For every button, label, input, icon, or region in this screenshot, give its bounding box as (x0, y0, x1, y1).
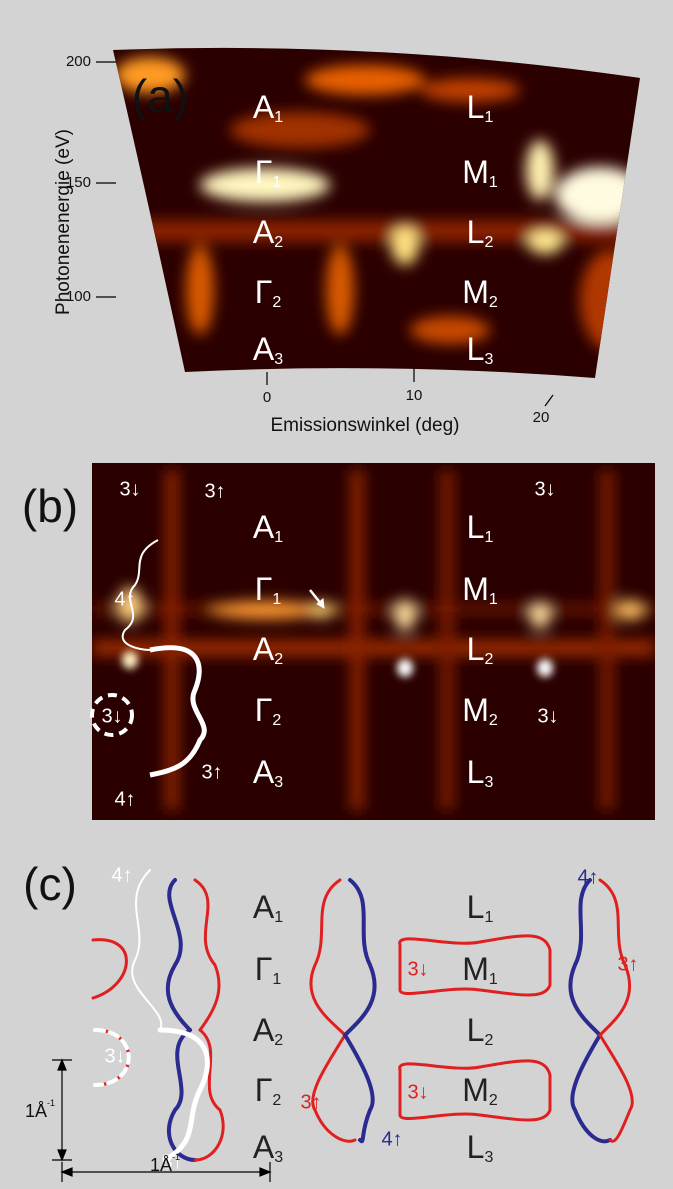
annotation: 4↑ (114, 588, 135, 610)
symmetry-point-base: L (467, 331, 485, 367)
annotation: 3↓ (104, 1045, 125, 1067)
symmetry-point-sub: 2 (272, 712, 281, 729)
symmetry-point-base: A (253, 754, 275, 790)
symmetry-point-base: M (462, 571, 489, 607)
symmetry-point-base: A (253, 509, 275, 545)
panel-label: (b) (22, 480, 78, 532)
annotation: 3↑ (617, 953, 638, 975)
symmetry-point-base: Γ (255, 571, 273, 607)
symmetry-point-sub: 3 (484, 351, 493, 368)
symmetry-point-base: A (253, 89, 275, 125)
annotation: 4↑ (111, 864, 132, 886)
annotation: 4↑ (114, 788, 135, 810)
symmetry-point-base: M (462, 692, 489, 728)
symmetry-point-sub: 3 (274, 351, 283, 368)
symmetry-point-sub: 1 (274, 909, 283, 926)
scale-bar-label-base: 1Å (150, 1155, 172, 1175)
symmetry-point-base: L (467, 631, 485, 667)
symmetry-point-base: M (462, 154, 489, 190)
symmetry-point-base: A (253, 889, 275, 925)
annotation: 3↓ (534, 478, 555, 500)
panel-label: (a) (132, 70, 188, 122)
symmetry-point-base: A (253, 631, 275, 667)
symmetry-point-base: Γ (255, 692, 273, 728)
annotation: 4↑ (577, 866, 598, 888)
symmetry-point-sub: 1 (272, 971, 281, 988)
symmetry-point-sub: 2 (489, 712, 498, 729)
annotation: 3↓ (101, 705, 122, 727)
symmetry-point-sub: 1 (274, 109, 283, 126)
symmetry-point-base: A (253, 1012, 275, 1048)
symmetry-point-base: M (462, 951, 489, 987)
symmetry-point-sub: 3 (274, 1149, 283, 1166)
symmetry-point-base: L (467, 889, 485, 925)
symmetry-point-base: A (253, 331, 275, 367)
annotation: 4↑ (381, 1128, 402, 1150)
symmetry-point-sub: 1 (484, 109, 493, 126)
symmetry-point-sub: 2 (484, 651, 493, 668)
symmetry-point-base: L (467, 1129, 485, 1165)
symmetry-point-sub: 1 (489, 174, 498, 191)
symmetry-point-sub: 2 (489, 1092, 498, 1109)
symmetry-point-sub: 2 (272, 1092, 281, 1109)
x-tick-label: 10 (406, 387, 423, 404)
annotation: 3↑ (201, 761, 222, 783)
symmetry-point-base: Γ (255, 1072, 273, 1108)
symmetry-point-sub: 3 (484, 1149, 493, 1166)
symmetry-point-sub: 1 (484, 529, 493, 546)
panel-label: (c) (23, 858, 77, 910)
y-tick-label: 200 (66, 53, 91, 70)
scale-bar-label-base: 1Å (25, 1101, 47, 1121)
symmetry-point-sub: 1 (274, 529, 283, 546)
x-tick-label: 0 (263, 389, 271, 406)
symmetry-point-base: L (467, 214, 485, 250)
symmetry-point-base: L (467, 1012, 485, 1048)
symmetry-point-base: Γ (255, 274, 273, 310)
annotation: 3↓ (407, 958, 428, 980)
annotation: 3↓ (407, 1081, 428, 1103)
symmetry-point-sub: 2 (489, 294, 498, 311)
symmetry-point-base: Γ (255, 154, 273, 190)
figure: (a)(b)(c)A1L1Γ1M1A2L2Γ2M2A3L3A1L1Γ1M1A2L… (0, 0, 673, 1189)
symmetry-point-base: L (467, 509, 485, 545)
scale-bar-label-sup: -1 (172, 1152, 180, 1162)
symmetry-point-sub: 2 (274, 1032, 283, 1049)
symmetry-point-sub: 3 (274, 774, 283, 791)
annotation: 3↓ (119, 478, 140, 500)
symmetry-point-sub: 2 (274, 234, 283, 251)
symmetry-point-sub: 2 (484, 1032, 493, 1049)
symmetry-point-base: L (467, 89, 485, 125)
symmetry-point-sub: 2 (484, 234, 493, 251)
annotation: 3↑ (204, 480, 225, 502)
symmetry-point-sub: 1 (272, 591, 281, 608)
symmetry-point-sub: 1 (489, 591, 498, 608)
symmetry-point-base: M (462, 274, 489, 310)
symmetry-point-sub: 2 (274, 651, 283, 668)
annotation: 3↑ (300, 1091, 321, 1113)
symmetry-point-sub: 1 (489, 971, 498, 988)
symmetry-point-base: M (462, 1072, 489, 1108)
scale-bar-label-sup: -1 (47, 1098, 55, 1108)
annotation: 3↓ (537, 705, 558, 727)
symmetry-point-sub: 3 (484, 774, 493, 791)
symmetry-point-base: L (467, 754, 485, 790)
symmetry-point-base: A (253, 214, 275, 250)
x-tick-label: 20 (533, 409, 550, 426)
symmetry-point-sub: 1 (484, 909, 493, 926)
x-axis-label: Emissionswinkel (deg) (270, 415, 459, 436)
symmetry-point-base: Γ (255, 951, 273, 987)
y-axis-label: Photonenenergie (eV) (53, 129, 74, 315)
symmetry-point-sub: 2 (272, 294, 281, 311)
symmetry-point-base: A (253, 1129, 275, 1165)
symmetry-point-sub: 1 (272, 174, 281, 191)
